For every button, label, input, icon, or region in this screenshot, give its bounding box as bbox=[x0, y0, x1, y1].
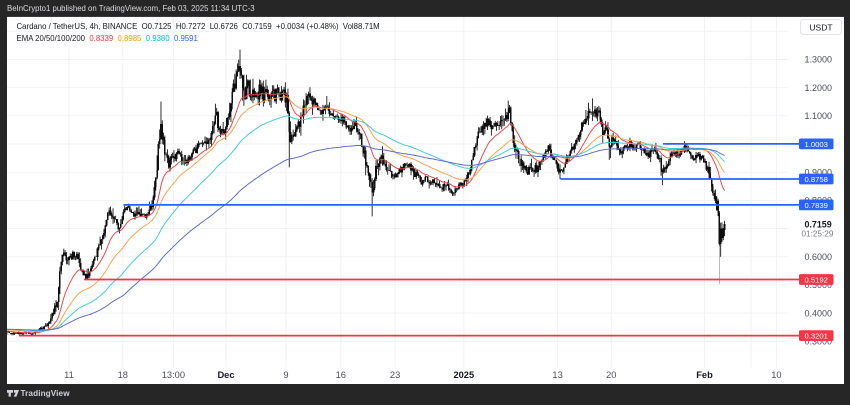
svg-text:1.2000: 1.2000 bbox=[805, 83, 833, 93]
svg-text:0.4000: 0.4000 bbox=[805, 308, 833, 318]
svg-text:0.9000: 0.9000 bbox=[805, 167, 833, 177]
svg-text:1.3000: 1.3000 bbox=[805, 55, 833, 65]
svg-text:0.7839: 0.7839 bbox=[804, 201, 828, 210]
svg-text:0.5000: 0.5000 bbox=[805, 280, 833, 290]
svg-text:1.1000: 1.1000 bbox=[805, 111, 833, 121]
svg-text:0.5192: 0.5192 bbox=[804, 275, 828, 284]
svg-text:0.6000: 0.6000 bbox=[805, 252, 833, 262]
svg-text:1.0003: 1.0003 bbox=[804, 140, 828, 149]
svg-text:01:25:29: 01:25:29 bbox=[802, 229, 834, 238]
svg-text:0.7159: 0.7159 bbox=[805, 219, 832, 229]
svg-text:0.3000: 0.3000 bbox=[805, 337, 833, 347]
svg-text:0.3201: 0.3201 bbox=[804, 332, 828, 341]
svg-text:USDT: USDT bbox=[809, 23, 832, 33]
svg-text:0.8758: 0.8758 bbox=[804, 175, 828, 184]
